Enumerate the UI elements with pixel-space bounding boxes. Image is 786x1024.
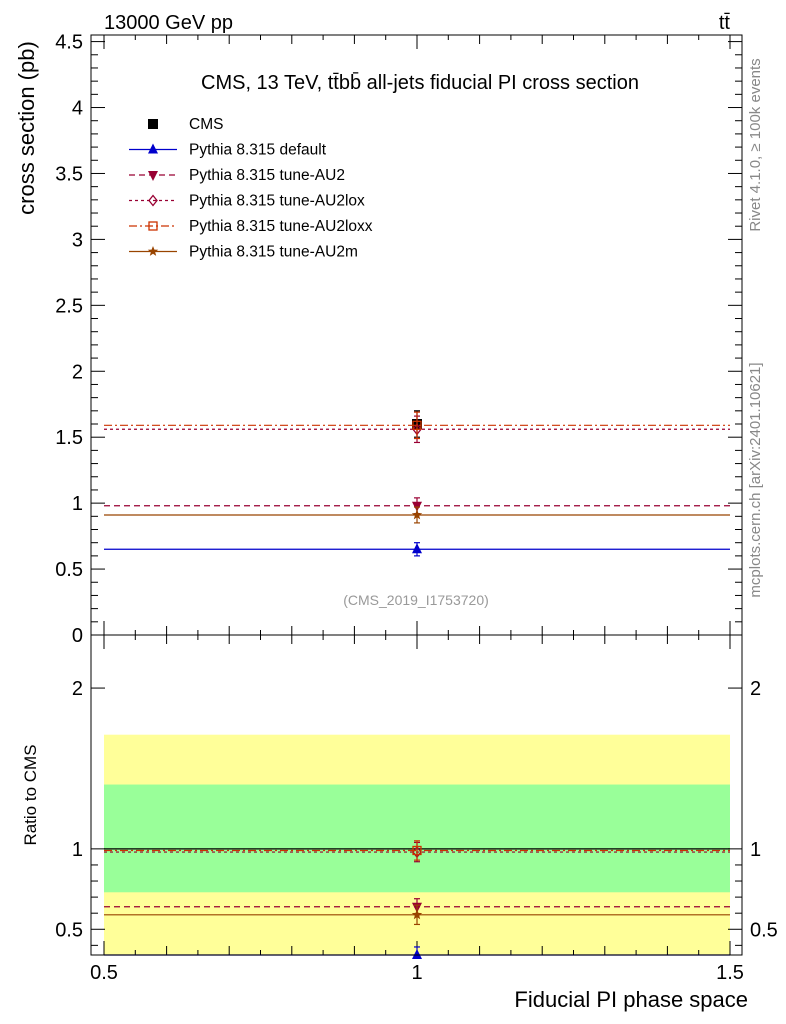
legend-marker-cms xyxy=(148,119,158,129)
main-y-tick-label: 2 xyxy=(72,361,83,383)
main-y-axis-label: cross section (pb) xyxy=(14,41,39,215)
main-marker-pythia-8-315-tune-au2loxx xyxy=(412,420,422,430)
main-marker-pythia-8-315-default xyxy=(412,543,422,554)
legend-label-pythia-8-315-tune-au2m: Pythia 8.315 tune-AU2m xyxy=(189,244,358,261)
main-y-tick-label: 1.5 xyxy=(55,427,83,449)
legend-marker-pythia-8-315-tune-au2loxx xyxy=(148,221,158,231)
ratio-panel: 0.5 0.5 1 1 2 2 0.5 1 1.5 xyxy=(55,635,778,984)
main-y-tick-label: 1 xyxy=(72,493,83,515)
ratio-band-inner-uncertainty xyxy=(104,784,730,893)
legend-marker-pythia-8-315-tune-au2lox xyxy=(148,194,158,207)
ratio-panel-frame xyxy=(90,634,743,956)
legend-label-cms: CMS xyxy=(189,116,223,133)
legend-label-pythia-8-315-tune-au2lox: Pythia 8.315 tune-AU2lox xyxy=(189,193,365,210)
legend-label-pythia-8-315-tune-au2loxx: Pythia 8.315 tune-AU2loxx xyxy=(189,218,373,235)
main-y-tick-label: 4 xyxy=(72,98,83,120)
main-y-tick-label: 2.5 xyxy=(55,295,83,317)
legend: CMS Pythia 8.315 default Pythia 8.315 tune… xyxy=(129,116,373,261)
ratio-y-tick-label: 1 xyxy=(72,839,83,861)
legend-marker-pythia-8-315-tune-au2m xyxy=(147,246,159,256)
main-y-tick-label: 3.5 xyxy=(55,163,83,185)
main-marker-pythia-8-315-tune-au2m xyxy=(411,509,423,520)
header-process-label: tt̄ xyxy=(719,12,731,34)
ratio-y-tick-label-right: 2 xyxy=(750,678,761,700)
ratio-y-tick-label: 0.5 xyxy=(55,919,83,941)
legend-label-pythia-8-315-default: Pythia 8.315 default xyxy=(189,142,327,159)
legend-marker-pythia-8-315-default xyxy=(148,143,158,154)
main-y-tick-label: 0.5 xyxy=(55,559,83,581)
ratio-y-tick-label-right: 0.5 xyxy=(750,919,778,941)
analysis-watermark: (CMS_2019_I1753720) xyxy=(343,592,489,608)
main-y-tick-label: 0 xyxy=(72,625,83,647)
ratio-y-axis-label: Ratio to CMS xyxy=(21,744,40,845)
main-y-tick-label: 3 xyxy=(72,229,83,251)
header-energy-label: 13000 GeV pp xyxy=(104,12,233,34)
ratio-marker-pythia-8-315-tune-au2m xyxy=(411,909,423,920)
legend-marker-pythia-8-315-tune-au2 xyxy=(148,171,158,181)
x-tick-label: 0.5 xyxy=(90,962,118,984)
chart-title: CMS, 13 TeV, tt̄bb̄ all-jets fiducial PI… xyxy=(201,71,639,94)
main-panel: 0 0.5 1 1.5 2 2.5 3 3.5 4 4.5 xyxy=(55,32,742,647)
ratio-y-tick-label-right: 1 xyxy=(750,839,761,861)
legend-label-pythia-8-315-tune-au2: Pythia 8.315 tune-AU2 xyxy=(189,167,345,184)
x-tick-label: 1 xyxy=(411,962,422,984)
x-tick-label: 1.5 xyxy=(716,962,744,984)
rivet-version-label: Rivet 4.1.0, ≥ 100k events xyxy=(747,58,764,231)
main-y-tick-label: 4.5 xyxy=(55,32,83,54)
x-axis-label: Fiducial PI phase space xyxy=(514,987,748,1012)
ratio-y-tick-label: 2 xyxy=(72,678,83,700)
ratio-marker-pythia-8-315-default xyxy=(412,949,422,959)
mcplots-label: mcplots.cern.ch [arXiv:2401.10621] xyxy=(747,362,764,597)
ratio-marker-pythia-8-315-tune-au2loxx xyxy=(412,845,422,856)
